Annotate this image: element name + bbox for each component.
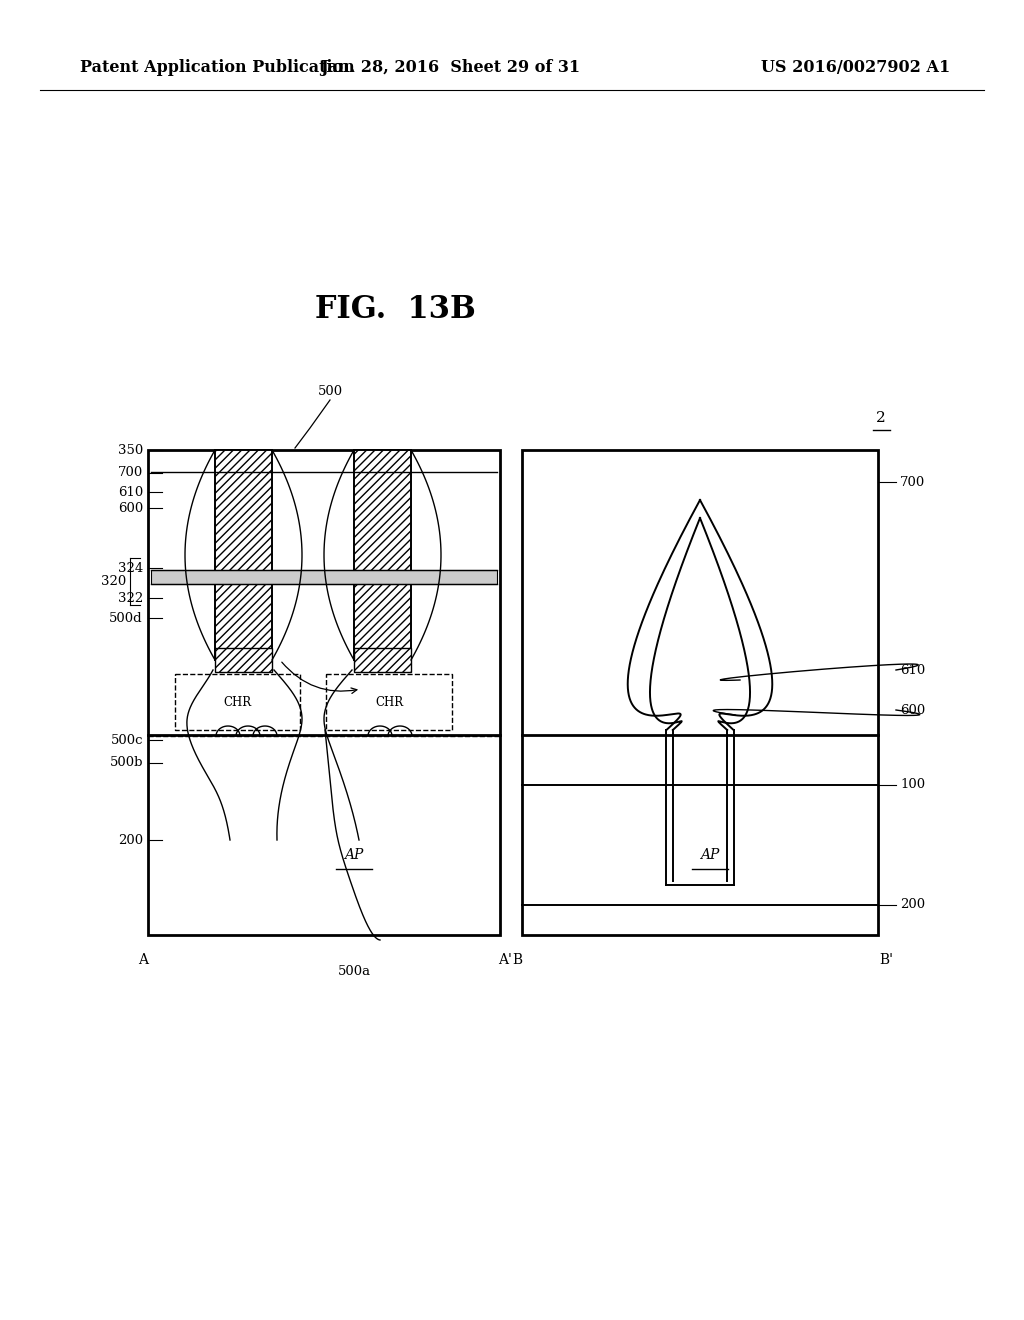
- Polygon shape: [326, 675, 452, 730]
- Text: 500d: 500d: [110, 611, 143, 624]
- Text: 100: 100: [900, 779, 925, 792]
- Text: AP: AP: [344, 847, 364, 862]
- Text: A: A: [138, 953, 148, 968]
- Text: B: B: [512, 953, 522, 968]
- Text: 610: 610: [900, 664, 926, 676]
- Text: CHR: CHR: [223, 696, 252, 709]
- Text: CHR: CHR: [375, 696, 403, 709]
- Text: 500a: 500a: [338, 965, 371, 978]
- Text: 700: 700: [118, 466, 143, 479]
- Text: 200: 200: [118, 833, 143, 846]
- Text: 610: 610: [118, 486, 143, 499]
- Bar: [148, 450, 500, 935]
- Text: US 2016/0027902 A1: US 2016/0027902 A1: [761, 59, 950, 77]
- Text: 2: 2: [876, 411, 886, 425]
- Text: 200: 200: [900, 899, 925, 912]
- Text: A': A': [498, 953, 512, 968]
- Text: 322: 322: [118, 591, 143, 605]
- Text: AP: AP: [700, 847, 720, 862]
- Polygon shape: [175, 675, 300, 730]
- Text: 600: 600: [900, 704, 926, 717]
- Text: 500b: 500b: [110, 756, 143, 770]
- Text: Jan. 28, 2016  Sheet 29 of 31: Jan. 28, 2016 Sheet 29 of 31: [319, 59, 580, 77]
- Text: 350: 350: [118, 444, 143, 457]
- Text: FIG.  13B: FIG. 13B: [314, 294, 475, 326]
- Text: Patent Application Publication: Patent Application Publication: [80, 59, 354, 77]
- Text: 320: 320: [100, 576, 126, 587]
- Polygon shape: [354, 648, 411, 672]
- Polygon shape: [215, 450, 272, 660]
- Text: 500: 500: [317, 385, 343, 399]
- Polygon shape: [354, 450, 411, 660]
- Bar: [522, 450, 878, 935]
- Text: B': B': [879, 953, 893, 968]
- Text: 700: 700: [900, 475, 926, 488]
- Text: 324: 324: [118, 561, 143, 574]
- Polygon shape: [215, 648, 272, 672]
- Text: 600: 600: [118, 502, 143, 515]
- Bar: [151, 570, 497, 583]
- Text: 500c: 500c: [111, 734, 143, 747]
